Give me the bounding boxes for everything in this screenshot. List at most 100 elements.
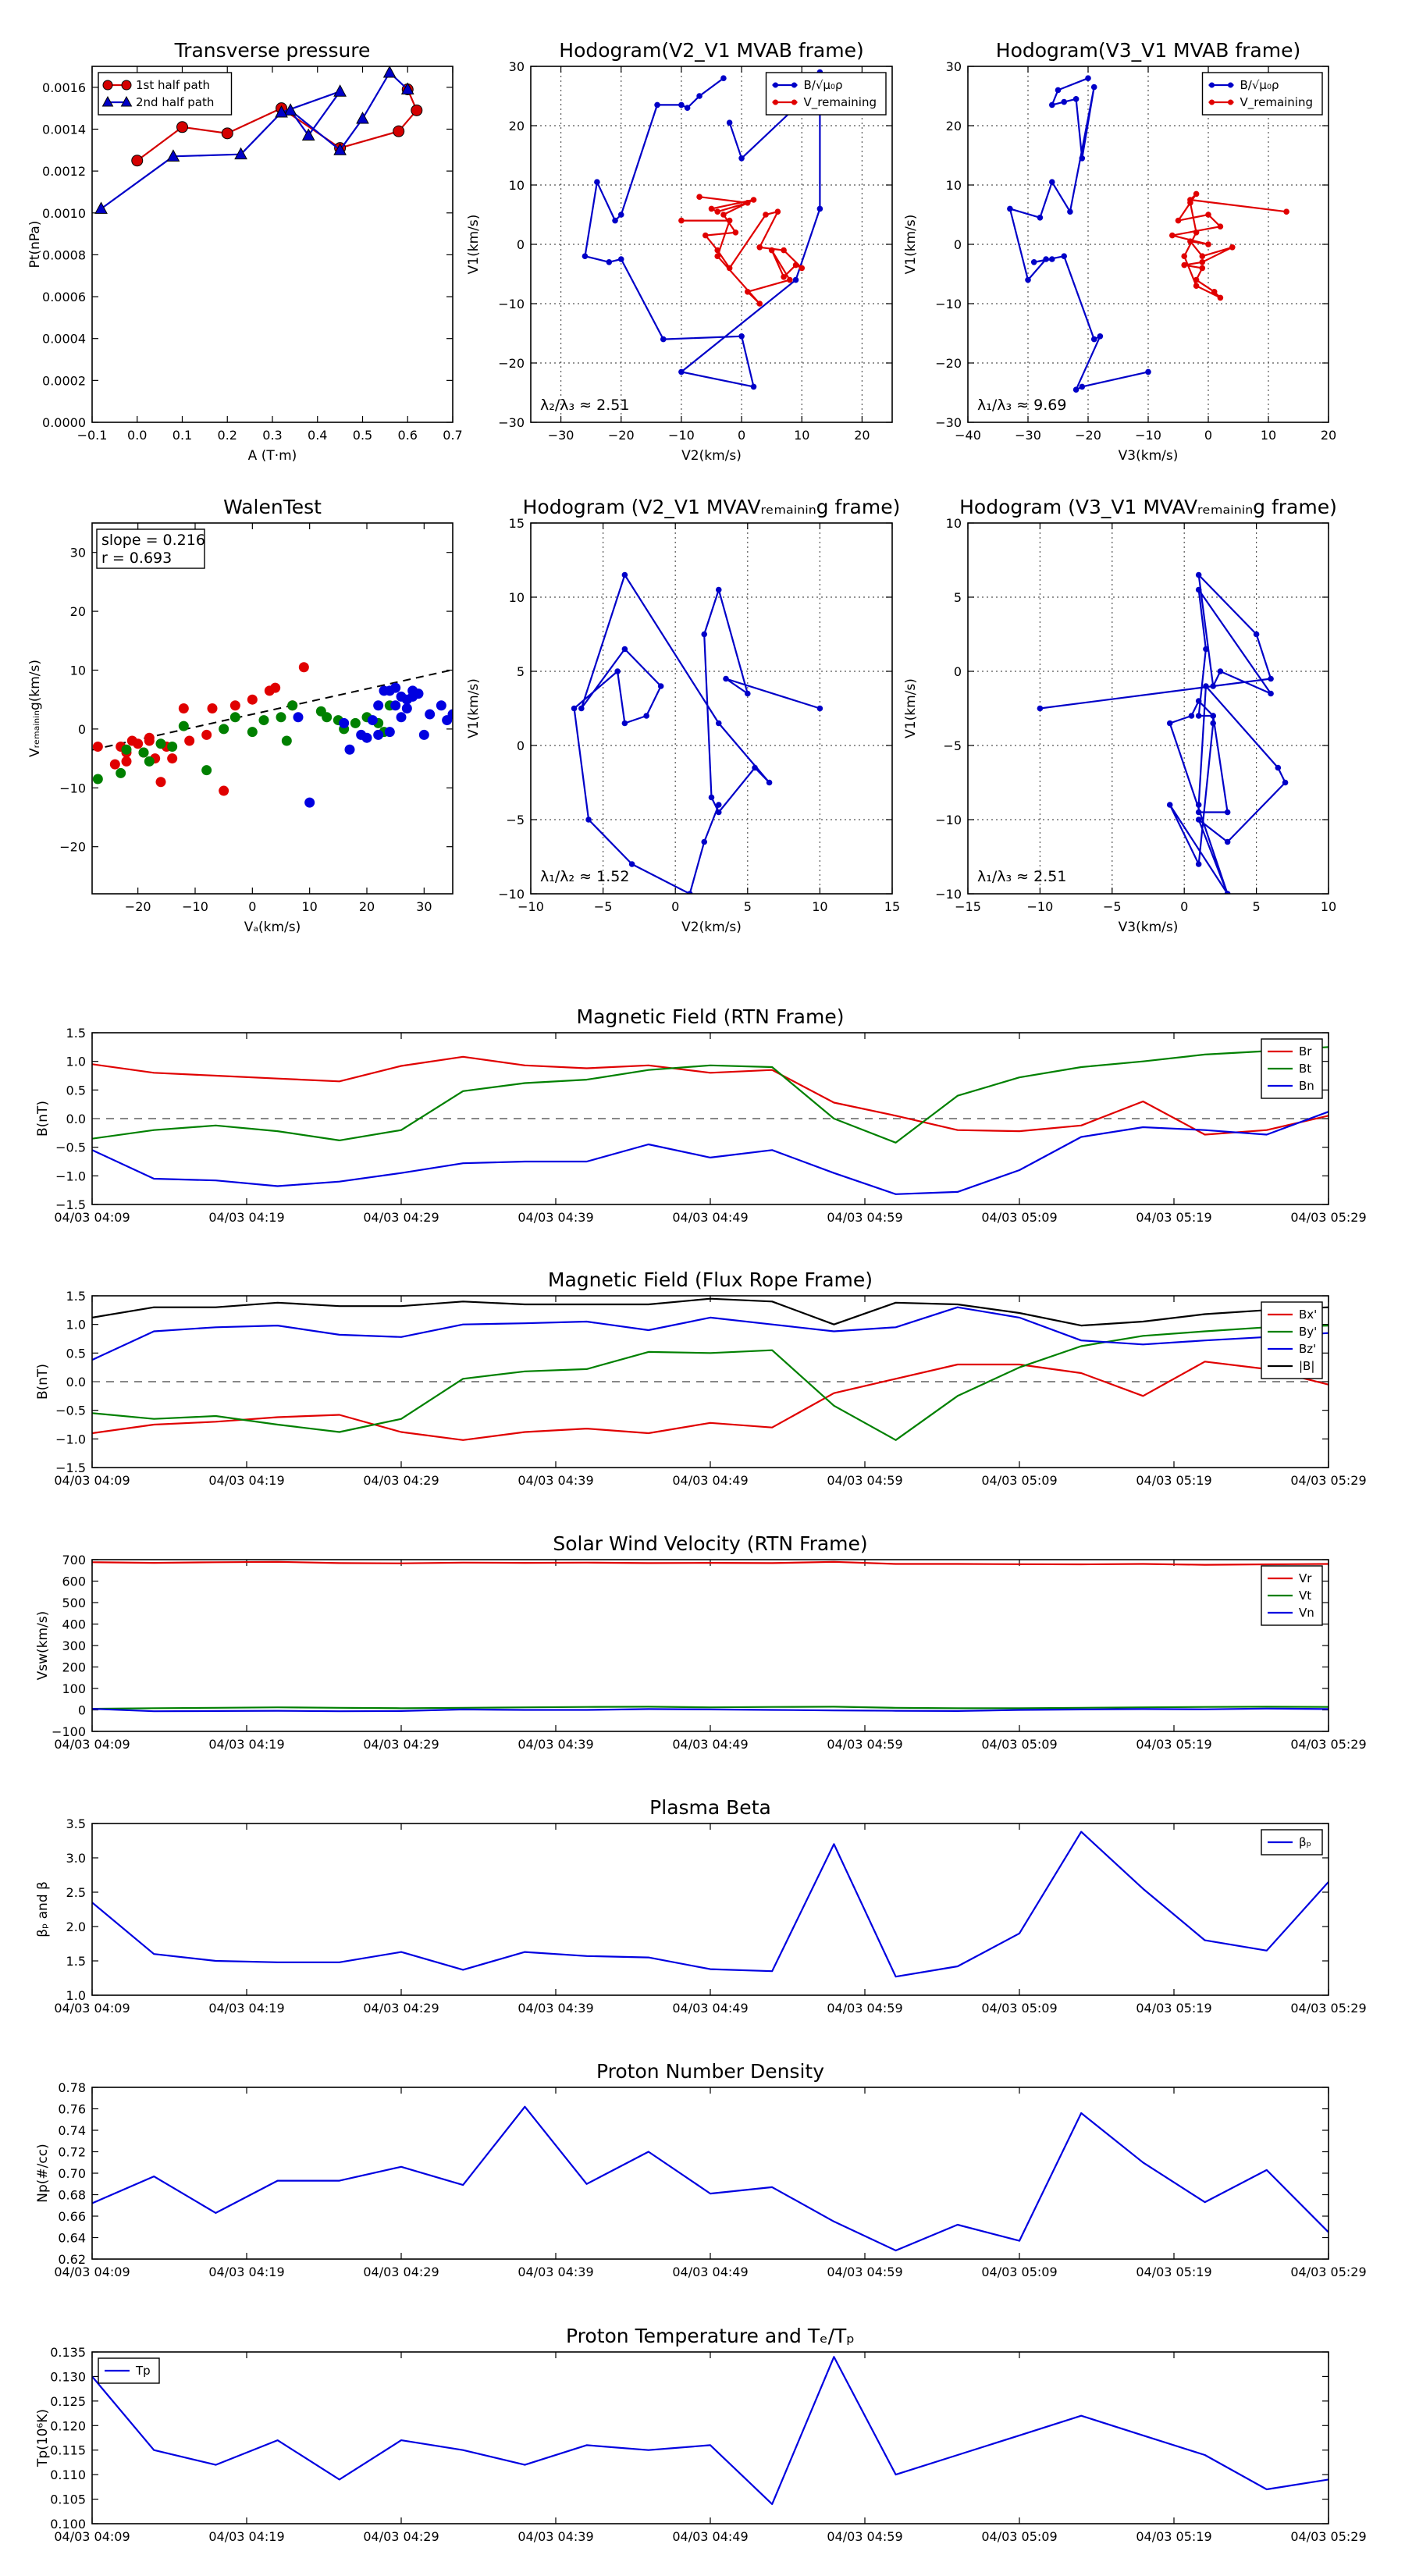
- data-point: [1217, 294, 1224, 301]
- legend-label: B/√μ₀ρ: [1240, 78, 1279, 92]
- y-tick-label: 1.5: [66, 1289, 86, 1304]
- axes-frame: [91, 1032, 1329, 1205]
- legend-marker: [791, 99, 797, 105]
- data-point: [686, 891, 693, 894]
- data-point: [792, 276, 799, 283]
- plot-area: [571, 571, 823, 894]
- x-tick-label: 0.2: [218, 428, 237, 443]
- x-tick-label: −20: [1075, 428, 1101, 443]
- series-line: [92, 1361, 1329, 1441]
- data-point: [701, 838, 708, 845]
- chart-walen: WalenTest −20 −10 0 10 20 30 −20 −10 0 10 20 30 Vₐ(km…: [27, 496, 454, 935]
- scatter-point: [413, 688, 424, 699]
- chart-title: Transverse pressure: [174, 39, 371, 62]
- x-tick-label: 04/03 05:09: [981, 1473, 1057, 1488]
- series-line: [92, 1297, 1329, 1327]
- y-tick-label: 30: [509, 59, 525, 74]
- x-tick-label: 0.0: [127, 428, 147, 443]
- y-tick-label: 100: [62, 1681, 86, 1696]
- data-point: [94, 201, 108, 214]
- y-tick-label: 0.74: [58, 2123, 86, 2138]
- x-tick-label: 04/03 04:49: [672, 1737, 748, 1752]
- legend-frame: [765, 72, 887, 116]
- y-tick-label: 10: [946, 516, 962, 531]
- data-point: [1203, 646, 1209, 653]
- data-point: [1195, 571, 1202, 578]
- data-point: [720, 212, 727, 218]
- legend: B/√μ₀ρ V_remaining: [1201, 72, 1323, 116]
- legend-marker: [121, 80, 132, 91]
- legend-marker: [1209, 82, 1215, 88]
- data-point: [720, 75, 727, 81]
- scatter-point: [229, 712, 240, 723]
- x-tick-label: 0.5: [353, 428, 372, 443]
- data-point: [617, 212, 624, 218]
- eigenvalue-ratio: λ₁/λ₃ ≈ 9.69: [977, 397, 1066, 414]
- series-line: [92, 1325, 1329, 1441]
- series-line: [92, 1706, 1329, 1710]
- data-point: [1097, 333, 1104, 340]
- data-point: [1037, 705, 1044, 712]
- x-tick-label: 04/03 05:19: [1136, 2529, 1211, 2544]
- data-point: [1145, 368, 1151, 375]
- data-point: [1187, 238, 1193, 245]
- data-point: [715, 802, 722, 808]
- y-tick-label: 0.110: [50, 2467, 86, 2482]
- y-tick-label: 15: [509, 516, 525, 531]
- x-tick-label: 04/03 05:19: [1136, 2265, 1211, 2279]
- data-point: [726, 119, 733, 126]
- data-point: [578, 705, 585, 712]
- data-point: [283, 103, 297, 116]
- data-point: [678, 101, 685, 109]
- plot-area: [92, 2105, 1329, 2252]
- x-tick-label: 10: [301, 899, 317, 914]
- data-point: [333, 143, 347, 155]
- chart-title: Hodogram (V3_V1 MVAVᵣₑₘₐᵢₙᵢₙg frame): [959, 496, 1337, 518]
- y-tick-label: −20: [935, 356, 962, 371]
- x-tick-label: 30: [416, 899, 432, 914]
- data-point: [684, 105, 691, 111]
- y-tick-label: 10: [509, 590, 525, 605]
- data-point: [660, 336, 667, 343]
- plot-area: [92, 1297, 1329, 1441]
- scatter-point: [201, 729, 212, 740]
- y-tick-label: 0.0: [66, 1375, 86, 1389]
- y-tick-label: 500: [62, 1596, 86, 1610]
- x-tick-label: 0.4: [308, 428, 327, 443]
- y-axis-label: B(nT): [35, 1101, 51, 1137]
- legend-marker: [773, 99, 778, 105]
- x-tick-label: 04/03 04:59: [827, 1210, 902, 1225]
- x-tick-label: 20: [359, 899, 375, 914]
- data-point: [1195, 809, 1202, 816]
- data-point: [816, 205, 823, 212]
- x-tick-label: 04/03 04:59: [827, 1473, 902, 1488]
- data-point: [1007, 205, 1013, 212]
- y-tick-label: −0.5: [55, 1404, 86, 1418]
- y-tick-label: −10: [498, 297, 525, 311]
- grid-lines: [531, 523, 892, 894]
- data-point: [745, 690, 751, 697]
- scatter-point: [155, 738, 166, 749]
- y-tick-label: 10: [946, 178, 962, 193]
- scatter-point: [339, 717, 350, 728]
- x-tick-label: 10: [1321, 899, 1336, 914]
- axes-frame: [530, 522, 893, 895]
- eigenvalue-ratio: λ₁/λ₃ ≈ 2.51: [977, 868, 1066, 885]
- legend-marker: [1228, 99, 1233, 105]
- y-tick-label: 0.70: [58, 2166, 86, 2181]
- x-tick-label: 0.1: [173, 428, 192, 443]
- x-tick-label: 10: [1261, 428, 1276, 443]
- data-point: [1195, 698, 1202, 704]
- data-point: [617, 256, 624, 262]
- scatter-point: [219, 785, 229, 796]
- scatter-point: [418, 729, 429, 740]
- chart-hodo1: Hodogram(V2_V1 MVAB frame) −30 −20 −10 0 10 20…: [466, 39, 893, 464]
- y-tick-label: 5: [954, 590, 962, 605]
- y-tick-label: 0: [78, 1703, 86, 1718]
- scatter-point: [167, 753, 178, 764]
- legend-label: Bz': [1299, 1342, 1316, 1356]
- legend-marker: [102, 80, 113, 91]
- data-point: [382, 66, 397, 78]
- x-tick-label: 04/03 04:09: [54, 1210, 130, 1225]
